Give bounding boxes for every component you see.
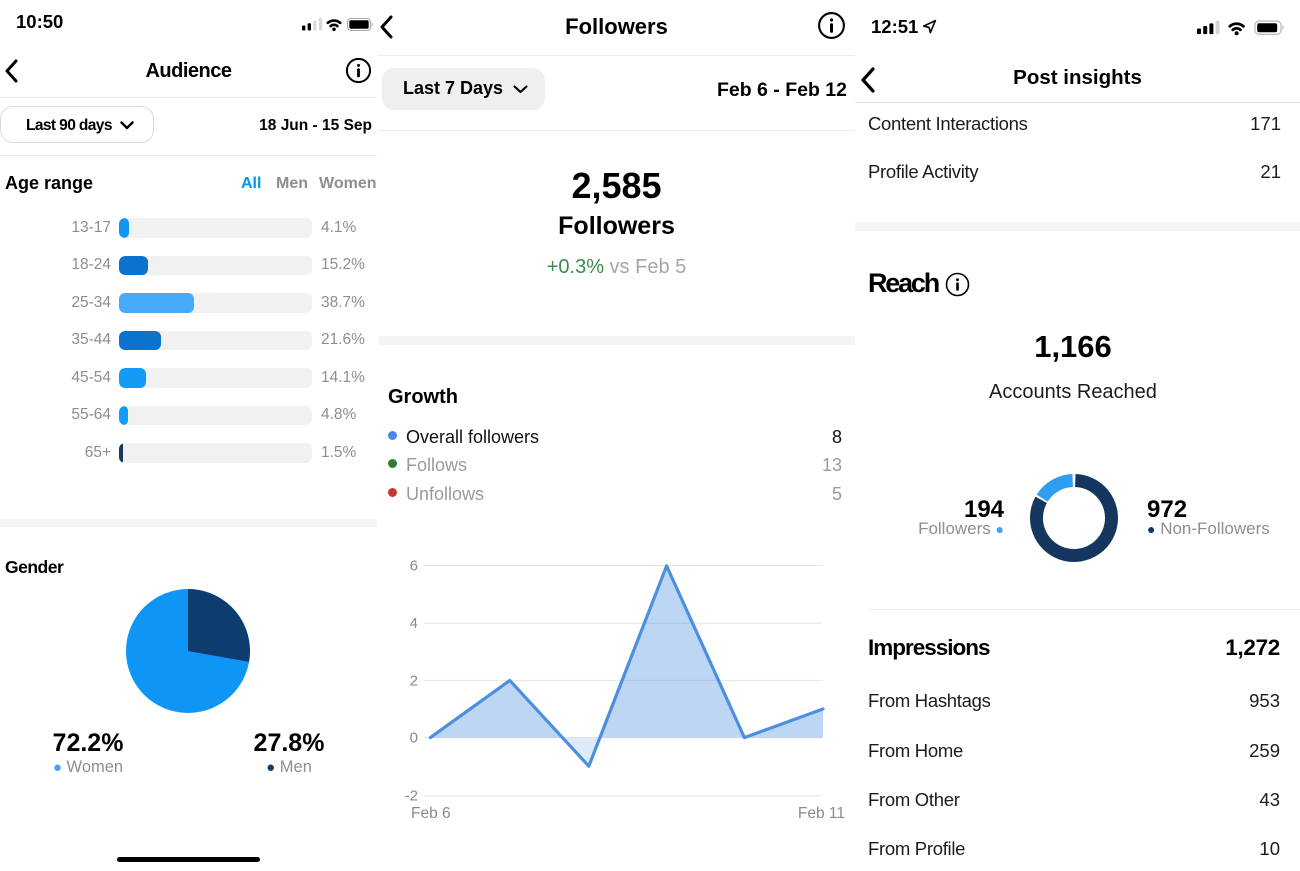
svg-text:6: 6 [410,558,418,575]
svg-text:4: 4 [410,615,418,632]
svg-text:Feb 6: Feb 6 [411,805,451,822]
svg-text:2: 2 [410,672,418,689]
svg-text:Feb 11: Feb 11 [798,805,845,822]
svg-text:0: 0 [410,730,418,747]
svg-text:-2: -2 [405,788,418,805]
